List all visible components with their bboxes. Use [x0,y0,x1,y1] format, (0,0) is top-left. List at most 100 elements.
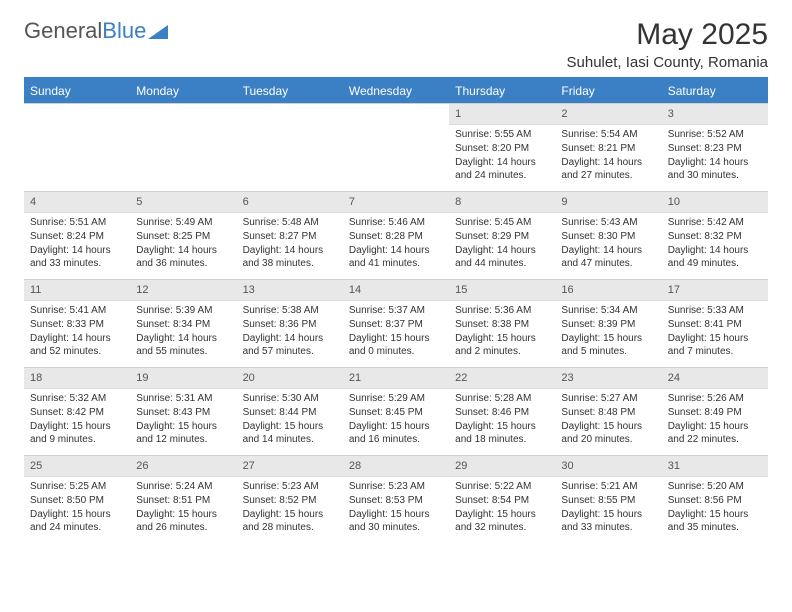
daylight-line: Daylight: 14 hours and 44 minutes. [455,244,549,270]
daylight-line: Daylight: 14 hours and 47 minutes. [561,244,655,270]
day-body: Sunrise: 5:29 AMSunset: 8:45 PMDaylight:… [343,389,449,453]
daylight-label: Daylight: [349,333,391,344]
sunset-line: Sunset: 8:34 PM [136,318,230,331]
sunset-line: Sunset: 8:56 PM [668,494,762,507]
calendar-cell: 26Sunrise: 5:24 AMSunset: 8:51 PMDayligh… [130,455,236,543]
sunset-line: Sunset: 8:44 PM [243,406,337,419]
sunrise-value: 5:37 AM [388,305,425,316]
day-body: Sunrise: 5:54 AMSunset: 8:21 PMDaylight:… [555,125,661,189]
day-number: 8 [449,192,555,213]
daylight-line: Daylight: 15 hours and 14 minutes. [243,420,337,446]
sunrise-value: 5:52 AM [707,129,744,140]
day-body: Sunrise: 5:21 AMSunset: 8:55 PMDaylight:… [555,477,661,541]
day-body: Sunrise: 5:31 AMSunset: 8:43 PMDaylight:… [130,389,236,453]
weekday-header: Friday [555,79,661,103]
sunrise-value: 5:30 AM [282,393,319,404]
daylight-label: Daylight: [243,245,285,256]
daylight-line: Daylight: 15 hours and 32 minutes. [455,508,549,534]
calendar-week: 4Sunrise: 5:51 AMSunset: 8:24 PMDaylight… [24,191,768,279]
weekday-header: Thursday [449,79,555,103]
calendar-week: 25Sunrise: 5:25 AMSunset: 8:50 PMDayligh… [24,455,768,543]
sunset-value: 8:27 PM [279,231,316,242]
day-body: Sunrise: 5:39 AMSunset: 8:34 PMDaylight:… [130,301,236,365]
day-number: 2 [555,104,661,125]
sunset-label: Sunset: [455,407,492,418]
sunrise-value: 5:41 AM [69,305,106,316]
sunrise-value: 5:43 AM [601,217,638,228]
sunrise-line: Sunrise: 5:30 AM [243,392,337,405]
sunrise-value: 5:22 AM [495,481,532,492]
sunset-value: 8:51 PM [173,495,210,506]
sunset-label: Sunset: [455,319,492,330]
day-body: Sunrise: 5:27 AMSunset: 8:48 PMDaylight:… [555,389,661,453]
sunset-value: 8:33 PM [67,319,104,330]
daylight-label: Daylight: [136,245,178,256]
sunrise-label: Sunrise: [349,393,388,404]
sunset-line: Sunset: 8:23 PM [668,142,762,155]
daylight-label: Daylight: [561,245,603,256]
day-number: 24 [662,368,768,389]
sunset-label: Sunset: [136,407,173,418]
calendar-cell: 7Sunrise: 5:46 AMSunset: 8:28 PMDaylight… [343,191,449,279]
sunset-value: 8:46 PM [492,407,529,418]
location: Suhulet, Iasi County, Romania [567,54,769,71]
calendar-cell: 19Sunrise: 5:31 AMSunset: 8:43 PMDayligh… [130,367,236,455]
day-body: Sunrise: 5:45 AMSunset: 8:29 PMDaylight:… [449,213,555,277]
sunrise-line: Sunrise: 5:45 AM [455,216,549,229]
sunrise-value: 5:42 AM [707,217,744,228]
calendar-cell: 8Sunrise: 5:45 AMSunset: 8:29 PMDaylight… [449,191,555,279]
day-body: Sunrise: 5:23 AMSunset: 8:53 PMDaylight:… [343,477,449,541]
day-body: Sunrise: 5:25 AMSunset: 8:50 PMDaylight:… [24,477,130,541]
daylight-line: Daylight: 15 hours and 30 minutes. [349,508,443,534]
sunrise-line: Sunrise: 5:23 AM [243,480,337,493]
sunrise-line: Sunrise: 5:55 AM [455,128,549,141]
weekday-header: Saturday [662,79,768,103]
daylight-label: Daylight: [349,509,391,520]
sunset-line: Sunset: 8:20 PM [455,142,549,155]
sunset-label: Sunset: [349,407,386,418]
day-body: Sunrise: 5:37 AMSunset: 8:37 PMDaylight:… [343,301,449,365]
calendar-cell: 12Sunrise: 5:39 AMSunset: 8:34 PMDayligh… [130,279,236,367]
sunrise-value: 5:34 AM [601,305,638,316]
calendar-cell: 31Sunrise: 5:20 AMSunset: 8:56 PMDayligh… [662,455,768,543]
calendar-cell: 20Sunrise: 5:30 AMSunset: 8:44 PMDayligh… [237,367,343,455]
sunset-line: Sunset: 8:48 PM [561,406,655,419]
sunrise-label: Sunrise: [243,217,282,228]
day-number: 26 [130,456,236,477]
daylight-label: Daylight: [455,333,497,344]
day-number: 11 [24,280,130,301]
daylight-label: Daylight: [455,157,497,168]
day-number: 12 [130,280,236,301]
sunrise-line: Sunrise: 5:20 AM [668,480,762,493]
sunset-line: Sunset: 8:32 PM [668,230,762,243]
calendar-cell: 27Sunrise: 5:23 AMSunset: 8:52 PMDayligh… [237,455,343,543]
daylight-label: Daylight: [455,245,497,256]
sunrise-value: 5:38 AM [282,305,319,316]
sunset-line: Sunset: 8:39 PM [561,318,655,331]
day-body: Sunrise: 5:20 AMSunset: 8:56 PMDaylight:… [662,477,768,541]
sunset-value: 8:41 PM [704,319,741,330]
sunset-line: Sunset: 8:42 PM [30,406,124,419]
sunset-line: Sunset: 8:45 PM [349,406,443,419]
sunrise-line: Sunrise: 5:46 AM [349,216,443,229]
sunset-label: Sunset: [668,143,705,154]
calendar-cell: 9Sunrise: 5:43 AMSunset: 8:30 PMDaylight… [555,191,661,279]
daylight-label: Daylight: [561,509,603,520]
daylight-label: Daylight: [455,421,497,432]
day-body: Sunrise: 5:48 AMSunset: 8:27 PMDaylight:… [237,213,343,277]
sunrise-value: 5:54 AM [601,129,638,140]
sunrise-label: Sunrise: [455,129,494,140]
day-number: 5 [130,192,236,213]
weekday-header: Wednesday [343,79,449,103]
sunrise-label: Sunrise: [349,217,388,228]
calendar-week: 11Sunrise: 5:41 AMSunset: 8:33 PMDayligh… [24,279,768,367]
day-body: Sunrise: 5:24 AMSunset: 8:51 PMDaylight:… [130,477,236,541]
calendar-cell [24,103,130,191]
day-body: Sunrise: 5:23 AMSunset: 8:52 PMDaylight:… [237,477,343,541]
day-number: 31 [662,456,768,477]
calendar-cell: 11Sunrise: 5:41 AMSunset: 8:33 PMDayligh… [24,279,130,367]
day-body: Sunrise: 5:55 AMSunset: 8:20 PM Daylight:… [449,125,555,189]
day-number: 3 [662,104,768,125]
sunset-label: Sunset: [668,407,705,418]
sunset-value: 8:45 PM [386,407,423,418]
